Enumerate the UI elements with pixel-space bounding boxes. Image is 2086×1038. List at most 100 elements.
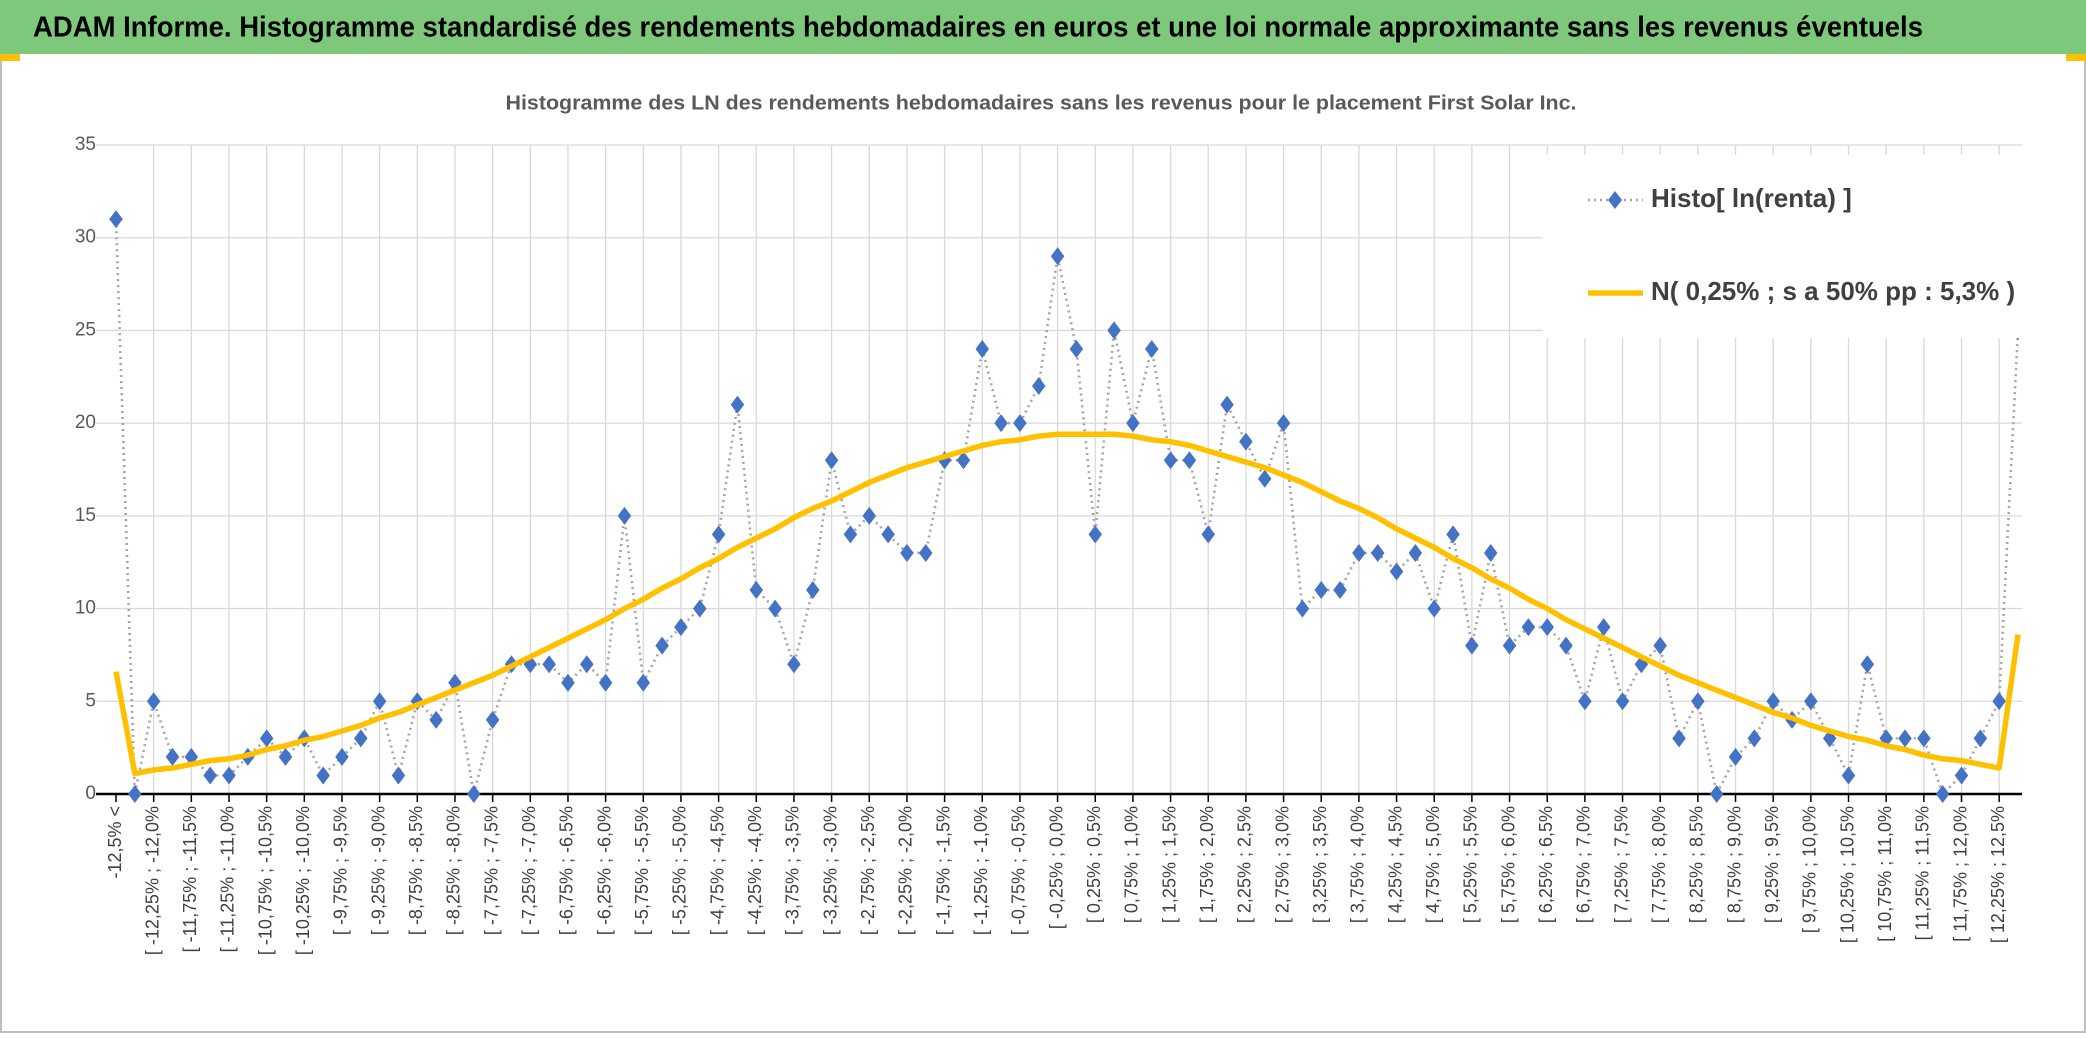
x-tick-label: [ 7,75% ; 8,0% bbox=[1649, 806, 1669, 923]
marker bbox=[391, 766, 406, 785]
x-tick-label: [ -1,25% ; -1,0% bbox=[971, 806, 991, 935]
marker bbox=[862, 506, 877, 525]
x-tick-label: [ -2,75% ; -2,5% bbox=[858, 806, 878, 935]
marker bbox=[1069, 339, 1084, 358]
marker bbox=[278, 747, 293, 766]
marker bbox=[1559, 636, 1573, 655]
marker bbox=[1465, 636, 1479, 655]
x-tick-label: [ -9,25% ; -9,0% bbox=[368, 806, 388, 935]
y-tick-label: 20 bbox=[75, 412, 96, 433]
banner-title: ADAM Informe. Histogramme standardisé de… bbox=[33, 12, 1923, 44]
x-tick-label: [ -7,75% ; -7,5% bbox=[481, 806, 501, 935]
x-tick-label: [ 2,25% ; 2,5% bbox=[1235, 806, 1255, 923]
x-tick-label: [ -4,75% ; -4,5% bbox=[707, 806, 727, 935]
marker bbox=[1935, 785, 1950, 803]
marker bbox=[1163, 451, 1178, 470]
marker bbox=[956, 451, 971, 470]
marker bbox=[1276, 414, 1291, 433]
x-tick-label: [ -8,25% ; -8,0% bbox=[444, 806, 464, 935]
marker bbox=[617, 506, 632, 525]
marker bbox=[730, 395, 745, 414]
marker bbox=[561, 673, 575, 692]
marker bbox=[1314, 581, 1328, 600]
marker bbox=[316, 766, 330, 785]
x-tick-label: [ -5,75% ; -5,5% bbox=[632, 806, 652, 935]
banner bbox=[0, 0, 2086, 54]
x-tick-label: [ 5,75% ; 6,0% bbox=[1498, 806, 1518, 923]
marker bbox=[354, 729, 368, 748]
x-tick-label: [ 0,25% ; 0,5% bbox=[1084, 806, 1104, 923]
x-tick-label: [ 9,75% ; 10,0% bbox=[1800, 806, 1820, 933]
marker bbox=[1352, 543, 1366, 562]
x-tick-label: [ -4,25% ; -4,0% bbox=[745, 806, 765, 935]
chart-title: Histogramme des LN des rendements hebdom… bbox=[506, 92, 1577, 114]
marker bbox=[1521, 618, 1536, 637]
marker bbox=[787, 655, 801, 674]
marker bbox=[222, 766, 236, 785]
marker bbox=[1032, 377, 1046, 396]
marker bbox=[806, 581, 820, 600]
x-tick-label: [ -0,75% ; -0,5% bbox=[1009, 806, 1029, 935]
x-tick-label: -12,5% < bbox=[105, 806, 125, 879]
marker bbox=[1408, 543, 1423, 562]
y-tick-label: 5 bbox=[85, 690, 96, 711]
marker bbox=[1728, 747, 1743, 766]
y-tick-label: 10 bbox=[75, 598, 96, 619]
marker bbox=[1483, 543, 1498, 562]
series-line bbox=[113, 431, 2021, 777]
x-tick-label: [ -11,75% ; -11,5% bbox=[180, 806, 200, 952]
marker bbox=[109, 210, 123, 229]
x-tick-label: [ -3,25% ; -3,0% bbox=[820, 806, 840, 935]
y-tick-label: 25 bbox=[75, 319, 96, 340]
marker bbox=[429, 710, 443, 729]
marker bbox=[598, 673, 613, 692]
x-tick-label: [ 8,75% ; 9,0% bbox=[1724, 806, 1744, 923]
marker bbox=[1747, 729, 1762, 748]
marker bbox=[203, 766, 217, 785]
marker bbox=[693, 599, 707, 618]
marker bbox=[1502, 636, 1517, 655]
marker bbox=[768, 599, 782, 618]
marker bbox=[1540, 618, 1554, 637]
corner-mark bbox=[2066, 54, 2086, 61]
x-tick-label: [ -3,75% ; -3,5% bbox=[783, 806, 803, 935]
marker bbox=[335, 747, 349, 766]
marker bbox=[1333, 581, 1347, 600]
x-tick-label: [ 6,25% ; 6,5% bbox=[1536, 806, 1556, 923]
legend-marker bbox=[1608, 191, 1622, 209]
x-tick-label: [ -1,75% ; -1,5% bbox=[933, 806, 953, 935]
marker bbox=[1370, 543, 1385, 562]
marker bbox=[485, 710, 500, 729]
marker bbox=[975, 339, 990, 358]
marker bbox=[1239, 432, 1253, 451]
x-tick-label: [ -9,75% ; -9,5% bbox=[331, 806, 351, 935]
x-tick-label: [ 0,75% ; 1,0% bbox=[1122, 806, 1142, 923]
marker bbox=[674, 618, 688, 637]
x-tick-label: [ -12,25% ; -12,0% bbox=[142, 806, 162, 955]
x-tick-label: [ 10,75% ; 11,0% bbox=[1875, 806, 1895, 942]
marker bbox=[1615, 692, 1630, 711]
marker bbox=[900, 543, 914, 562]
y-tick-label: 0 bbox=[85, 783, 96, 804]
marker bbox=[1898, 729, 1912, 748]
x-tick-label: [ 3,25% ; 3,5% bbox=[1310, 806, 1330, 923]
marker bbox=[1257, 469, 1272, 488]
marker bbox=[1653, 636, 1667, 655]
x-tick-label: [ 1,25% ; 1,5% bbox=[1159, 806, 1179, 923]
marker bbox=[1389, 562, 1404, 581]
marker bbox=[1917, 729, 1931, 748]
y-tick-label: 15 bbox=[75, 505, 96, 526]
marker bbox=[655, 636, 669, 655]
x-tick-label: [ 6,75% ; 7,0% bbox=[1574, 806, 1594, 923]
x-tick-label: [ -6,75% ; -6,5% bbox=[557, 806, 577, 935]
corner-mark bbox=[0, 54, 20, 61]
marker bbox=[1992, 692, 2006, 711]
x-tick-label: [ 4,25% ; 4,5% bbox=[1385, 806, 1405, 923]
marker bbox=[1596, 618, 1611, 637]
marker bbox=[994, 414, 1008, 433]
x-tick-label: [ -11,25% ; -11,0% bbox=[218, 806, 238, 952]
x-tick-label: [ 2,75% ; 3,0% bbox=[1272, 806, 1292, 923]
marker bbox=[919, 543, 933, 562]
x-tick-label: [ 11,25% ; 11,5% bbox=[1913, 806, 1933, 940]
